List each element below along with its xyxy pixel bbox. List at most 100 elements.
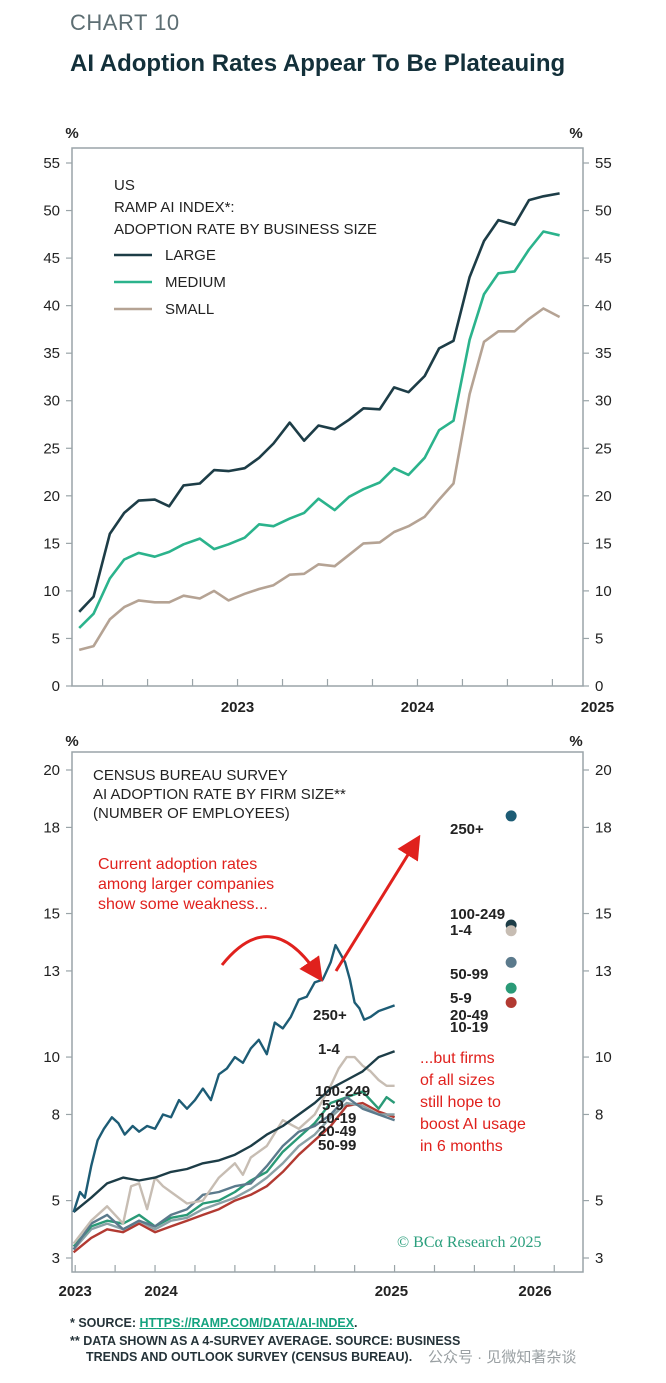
footnote-source-1-suffix: .	[354, 1316, 358, 1330]
chart-title: AI Adoption Rates Appear To Be Plateauin…	[70, 50, 566, 77]
top-ytick-label-left: 0	[52, 678, 60, 695]
wechat-watermark: 公众号 · 见微知著杂谈	[428, 1349, 577, 1366]
bottom-ytick-label-left: 13	[43, 963, 60, 980]
top-ytick-label-right: 10	[595, 583, 612, 600]
top-ytick-label-right: 40	[595, 298, 612, 315]
top-legend-label-small: SMALL	[165, 301, 214, 318]
bottom-y-unit-right: %	[569, 733, 582, 750]
bottom-ytick-label-right: 10	[595, 1049, 612, 1066]
bottom-series-20-49	[72, 1101, 396, 1254]
top-ytick-label-right: 5	[595, 630, 603, 647]
bottom-frame	[71, 751, 584, 1273]
top-ytick-label-left: 30	[43, 393, 60, 410]
bottom-end-label: 10-19	[318, 1110, 356, 1127]
bottom-ytick-label-left: 20	[43, 762, 60, 779]
top-ytick-label-right: 15	[595, 535, 612, 552]
bottom-end-label: 100-249	[315, 1083, 370, 1100]
top-ytick-label-left: 5	[52, 630, 60, 647]
outlook-dot-50-99	[505, 956, 517, 968]
bottom-xtick-label: 2023	[59, 1283, 92, 1300]
top-series-small	[78, 307, 561, 652]
bottom-xtick-label: 2026	[518, 1283, 551, 1300]
top-xtick-label: 2025	[581, 699, 614, 716]
outlook-label: 20-49	[450, 1007, 488, 1024]
bottom-ytick-label-right: 15	[595, 906, 612, 923]
annotation-right-line: still hope to	[420, 1094, 501, 1111]
bottom-legend-title-line: AI ADOPTION RATE BY FIRM SIZE**	[93, 786, 346, 803]
outlook-label: 5-9	[450, 990, 472, 1007]
outlook-label: 1-4	[450, 922, 472, 939]
top-ytick-label-left: 25	[43, 440, 60, 457]
outlook-label: 250+	[450, 821, 484, 838]
bottom-ytick-label-left: 5	[52, 1193, 60, 1210]
footnote-source-2: ** DATA SHOWN AS A 4-SURVEY AVERAGE. SOU…	[70, 1333, 460, 1365]
footnote-source-1-prefix: * SOURCE:	[70, 1316, 140, 1330]
top-ytick-label-left: 50	[43, 203, 60, 220]
annotation-right-line: boost AI usage	[420, 1116, 526, 1133]
top-series-medium	[78, 230, 560, 629]
arrow-up-right	[334, 834, 421, 972]
top-legend-label-medium: MEDIUM	[165, 274, 226, 291]
bottom-end-label: 20-49	[318, 1123, 356, 1140]
top-ytick-label-right: 30	[595, 393, 612, 410]
top-ytick-label-right: 50	[595, 203, 612, 220]
top-ytick-label-right: 35	[595, 345, 612, 362]
bottom-ytick-label-right: 5	[595, 1193, 603, 1210]
annotation-left-line: Current adoption rates	[98, 856, 257, 873]
top-ytick-label-left: 20	[43, 488, 60, 505]
bottom-ytick-label-right: 18	[595, 819, 612, 836]
bottom-legend-title-line: (NUMBER OF EMPLOYEES)	[93, 805, 290, 822]
annotation-right-line: of all sizes	[420, 1072, 495, 1089]
bottom-ytick-label-left: 8	[52, 1106, 60, 1123]
bottom-ytick-label-left: 15	[43, 906, 60, 923]
bottom-ytick-label-left: 18	[43, 819, 60, 836]
bottom-y-unit-left: %	[65, 733, 78, 750]
outlook-dot-20-49	[505, 997, 517, 1009]
top-y-unit-right: %	[569, 125, 582, 142]
chart-number: CHART 10	[70, 10, 180, 35]
bottom-ytick-label-right: 8	[595, 1106, 603, 1123]
top-ytick-label-right: 0	[595, 678, 603, 695]
footnote-source-2-line1: ** DATA SHOWN AS A 4-SURVEY AVERAGE. SOU…	[70, 1334, 461, 1348]
top-ytick-label-left: 45	[43, 250, 60, 267]
top-series-large	[78, 192, 560, 613]
top-ytick-label-right: 25	[595, 440, 612, 457]
annotation-left-line: show some weakness...	[98, 896, 268, 913]
outlook-label: 100-249	[450, 906, 505, 923]
top-ytick-label-left: 15	[43, 535, 60, 552]
top-legend-title-line: RAMP AI INDEX*:	[114, 199, 235, 216]
footnote-source-1: * SOURCE: HTTPS://RAMP.COM/DATA/AI-INDEX…	[70, 1315, 358, 1331]
bottom-legend-title-line: CENSUS BUREAU SURVEY	[93, 767, 288, 784]
annotation-left-line: among larger companies	[98, 876, 274, 893]
bottom-series-1-4	[72, 1050, 396, 1214]
outlook-label: 50-99	[450, 966, 488, 983]
top-ytick-label-right: 20	[595, 488, 612, 505]
outlook-dot-5-9	[505, 982, 517, 994]
bottom-chart: % % 3 3 5 5 8 8 10 10 13 13 15 15 18 18 20 20 2023 2024 2025…	[43, 733, 612, 1300]
ramp-link[interactable]: HTTPS://RAMP.COM/DATA/AI-INDEX	[139, 1316, 355, 1330]
bottom-ytick-label-left: 3	[52, 1250, 60, 1267]
top-y-unit-left: %	[65, 125, 78, 142]
bottom-series-100-249	[72, 1055, 395, 1245]
top-legend-title-line: ADOPTION RATE BY BUSINESS SIZE	[114, 221, 377, 238]
top-legend-title-line: US	[114, 177, 135, 194]
bottom-ytick-label-left: 10	[43, 1049, 60, 1066]
bottom-end-label: 5-9	[322, 1097, 344, 1114]
top-ytick-label-right: 55	[595, 155, 612, 172]
annotation-right-line: in 6 months	[420, 1138, 503, 1155]
bottom-end-label: 250+	[313, 1007, 347, 1024]
arrow-curve-down	[220, 935, 323, 982]
bottom-series-250+	[72, 943, 396, 1213]
bottom-ytick-label-right: 3	[595, 1250, 603, 1267]
top-xtick-label: 2023	[221, 699, 254, 716]
outlook-dot-250+	[505, 810, 517, 822]
bottom-ytick-label-right: 20	[595, 762, 612, 779]
top-ytick-label-left: 55	[43, 155, 60, 172]
outlook-label: 10-19	[450, 1019, 488, 1036]
bca-watermark: © BCα Research 2025	[397, 1234, 542, 1251]
outlook-dot-1-4	[505, 925, 517, 937]
top-ytick-label-right: 45	[595, 250, 612, 267]
bottom-series-50-99	[72, 1096, 396, 1251]
bottom-end-label: 50-99	[318, 1137, 356, 1154]
